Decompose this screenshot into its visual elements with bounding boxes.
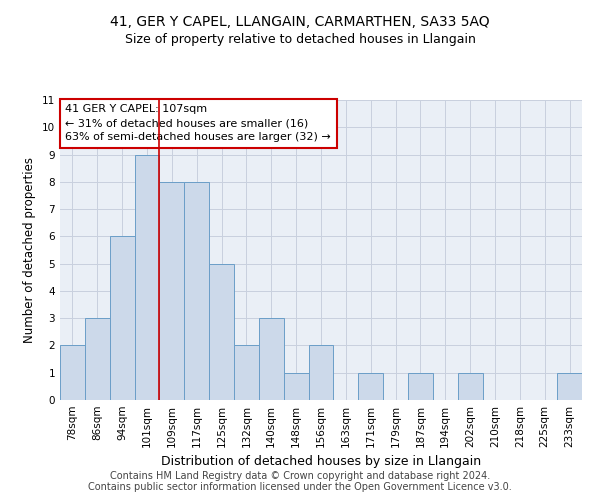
Bar (60, 346, 85, 400)
Bar (160, 182, 184, 400)
Text: Contains public sector information licensed under the Open Government Licence v3: Contains public sector information licen… (88, 482, 512, 492)
Bar (284, 372, 308, 400)
Bar (85, 318, 110, 400)
Bar (308, 346, 334, 400)
Bar (557, 372, 582, 400)
Bar (259, 318, 284, 400)
Y-axis label: Number of detached properties: Number of detached properties (23, 157, 37, 343)
Bar (458, 372, 482, 400)
Text: 41 GER Y CAPEL: 107sqm
← 31% of detached houses are smaller (16)
63% of semi-det: 41 GER Y CAPEL: 107sqm ← 31% of detached… (65, 104, 331, 142)
Bar (134, 154, 160, 400)
X-axis label: Distribution of detached houses by size in Llangain: Distribution of detached houses by size … (161, 456, 481, 468)
Bar (110, 236, 134, 400)
Bar (408, 372, 433, 400)
Bar (358, 372, 383, 400)
Bar (184, 182, 209, 400)
Text: Contains HM Land Registry data © Crown copyright and database right 2024.: Contains HM Land Registry data © Crown c… (110, 471, 490, 481)
Bar (209, 264, 234, 400)
Text: Size of property relative to detached houses in Llangain: Size of property relative to detached ho… (125, 32, 475, 46)
Text: 41, GER Y CAPEL, LLANGAIN, CARMARTHEN, SA33 5AQ: 41, GER Y CAPEL, LLANGAIN, CARMARTHEN, S… (110, 15, 490, 29)
Bar (234, 346, 259, 400)
